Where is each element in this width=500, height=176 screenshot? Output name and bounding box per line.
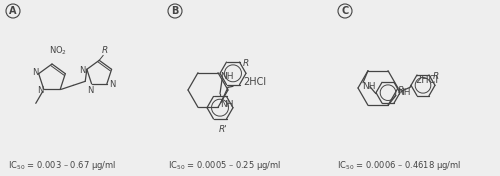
Text: IC$_{50}$ = 0.0006 – 0.4618 μg/ml: IC$_{50}$ = 0.0006 – 0.4618 μg/ml <box>337 159 462 171</box>
Text: A: A <box>9 6 17 16</box>
Text: R: R <box>398 86 404 95</box>
Text: R': R' <box>218 125 228 134</box>
Text: IC$_{50}$ = 0.003 – 0.67 μg/ml: IC$_{50}$ = 0.003 – 0.67 μg/ml <box>8 159 117 171</box>
Text: R: R <box>433 72 440 81</box>
Text: NH: NH <box>220 72 234 81</box>
Text: N: N <box>88 86 94 95</box>
Text: 2HCl: 2HCl <box>415 75 438 85</box>
Text: R: R <box>102 46 108 55</box>
Text: N: N <box>32 68 39 77</box>
Text: 2HCl: 2HCl <box>243 77 266 87</box>
Text: N: N <box>109 80 115 89</box>
Text: NH: NH <box>220 100 234 109</box>
Text: NH: NH <box>362 82 376 91</box>
Text: C: C <box>342 6 348 16</box>
Text: NO$_2$: NO$_2$ <box>49 45 67 57</box>
Text: R: R <box>243 59 249 68</box>
Text: N: N <box>38 86 44 95</box>
Text: B: B <box>172 6 178 16</box>
Text: N: N <box>80 66 86 75</box>
Text: IC$_{50}$ = 0.0005 – 0.25 μg/ml: IC$_{50}$ = 0.0005 – 0.25 μg/ml <box>168 159 281 171</box>
Text: NH: NH <box>397 88 410 97</box>
